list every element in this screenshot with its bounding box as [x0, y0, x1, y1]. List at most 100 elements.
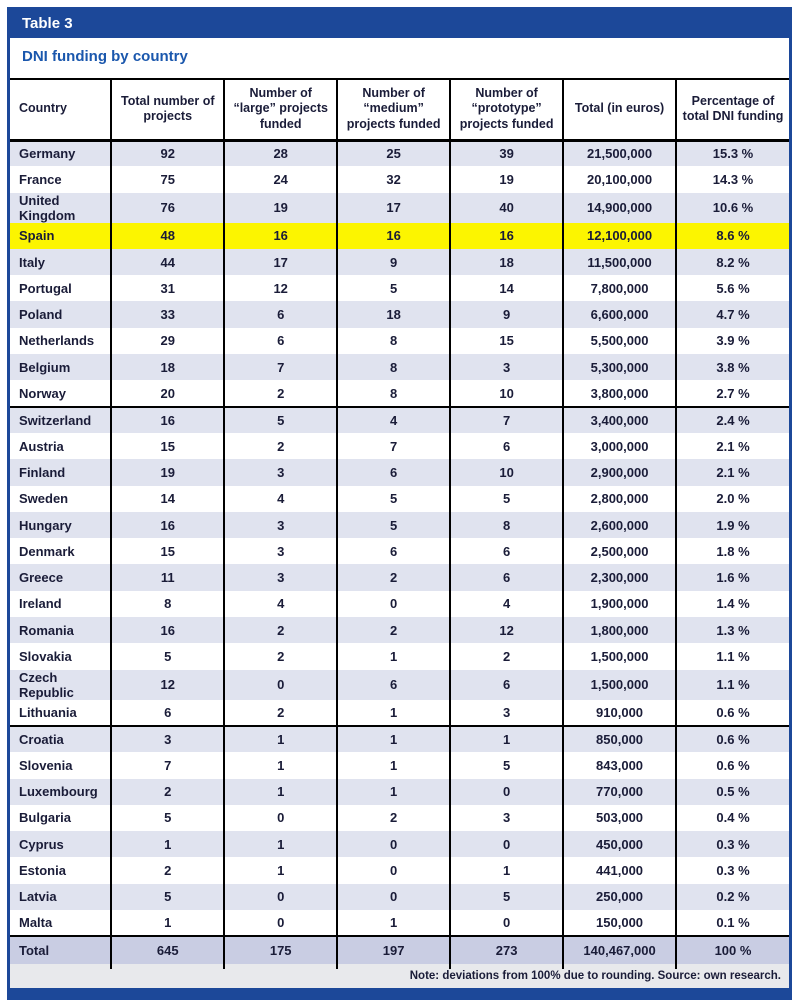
- value-cell: 1: [223, 724, 338, 753]
- value-cell: 2,600,000: [562, 511, 677, 539]
- value-cell: 1.9 %: [675, 511, 789, 539]
- table-row: Germany 92 28 25 39 21,500,000 15.3 %: [10, 140, 789, 167]
- total-row: Total 645 175 197 273 140,467,000 100 %: [10, 935, 789, 965]
- value-cell: 5: [449, 485, 564, 512]
- header-row: Country Total number of projects Number …: [10, 78, 789, 142]
- value-cell: 441,000: [562, 857, 677, 884]
- table-row: Slovakia 5 2 1 2 1,500,000 1.1 %: [10, 643, 789, 670]
- value-cell: 5,500,000: [562, 327, 677, 355]
- value-cell: 2: [336, 617, 451, 644]
- table-row: Austria 15 2 7 6 3,000,000 2.1 %: [10, 432, 789, 460]
- country-cell: Bulgaria: [10, 804, 112, 832]
- value-cell: 10: [449, 459, 564, 486]
- value-cell: 9: [449, 301, 564, 328]
- value-cell: 5: [336, 485, 451, 512]
- country-cell: Cyprus: [10, 831, 112, 858]
- value-cell: 2.7 %: [675, 380, 789, 407]
- value-cell: 15: [110, 538, 225, 565]
- value-cell: 14: [110, 485, 225, 512]
- funding-table: Country Total number of projects Number …: [10, 78, 789, 965]
- value-cell: 5: [223, 405, 338, 433]
- value-cell: 3: [223, 459, 338, 486]
- country-cell: Slovenia: [10, 752, 112, 779]
- column-line-stub: [223, 964, 226, 970]
- value-cell: 3: [110, 724, 225, 753]
- value-cell: 2: [110, 857, 225, 884]
- value-cell: 0: [223, 669, 338, 700]
- figure-title: DNI funding by country: [22, 48, 188, 65]
- country-cell: Luxembourg: [10, 778, 112, 805]
- country-cell: Latvia: [10, 883, 112, 911]
- value-cell: 3: [223, 564, 338, 591]
- country-cell: Poland: [10, 301, 112, 328]
- value-cell: 0: [223, 804, 338, 832]
- col-header-prototype-projects: Number of “prototype” projects funded: [449, 78, 564, 142]
- value-cell: 28: [223, 140, 338, 167]
- country-cell: Greece: [10, 564, 112, 591]
- value-cell: 2: [336, 564, 451, 591]
- value-cell: 16: [449, 222, 564, 249]
- table-label-bar: Table 3: [10, 10, 789, 38]
- value-cell: 1.8 %: [675, 538, 789, 565]
- value-cell: 3: [223, 511, 338, 539]
- value-cell: 6,600,000: [562, 301, 677, 328]
- table-row: Ireland 8 4 0 4 1,900,000 1.4 %: [10, 590, 789, 618]
- value-cell: 8.2 %: [675, 248, 789, 276]
- value-cell: 14,900,000: [562, 192, 677, 223]
- value-cell: 0: [336, 857, 451, 884]
- value-cell: 40: [449, 192, 564, 223]
- table-row: Latvia 5 0 0 5 250,000 0.2 %: [10, 883, 789, 911]
- value-cell: 7: [336, 432, 451, 460]
- value-cell: 14: [449, 275, 564, 302]
- column-line-stub: [110, 964, 113, 970]
- note-strip: Note: deviations from 100% due to roundi…: [10, 964, 789, 989]
- value-cell: 3,800,000: [562, 380, 677, 407]
- table-row: Italy 44 17 9 18 11,500,000 8.2 %: [10, 248, 789, 276]
- value-cell: 1,900,000: [562, 590, 677, 618]
- value-cell: 2: [110, 778, 225, 805]
- value-cell: 1,800,000: [562, 617, 677, 644]
- value-cell: 5: [336, 511, 451, 539]
- col-header-total-projects: Total number of projects: [110, 78, 225, 142]
- country-cell: Romania: [10, 617, 112, 644]
- country-cell: Ireland: [10, 590, 112, 618]
- value-cell: 6: [449, 538, 564, 565]
- value-cell: 18: [110, 354, 225, 381]
- column-line-stub: [675, 964, 678, 970]
- value-cell: 450,000: [562, 831, 677, 858]
- value-cell: 9: [336, 248, 451, 276]
- value-cell: 12,100,000: [562, 222, 677, 249]
- value-cell: 0: [336, 883, 451, 911]
- value-cell: 19: [449, 166, 564, 193]
- table-row: United Kingdom 76 19 17 40 14,900,000 10.6 %: [10, 192, 789, 223]
- value-cell: 1,500,000: [562, 669, 677, 700]
- value-cell: 0: [449, 778, 564, 805]
- value-cell: 2,900,000: [562, 459, 677, 486]
- value-cell: 17: [223, 248, 338, 276]
- value-cell: 1.4 %: [675, 590, 789, 618]
- country-cell: Spain: [10, 222, 112, 249]
- value-cell: 15: [449, 327, 564, 355]
- country-cell: Norway: [10, 380, 112, 407]
- value-cell: 2,500,000: [562, 538, 677, 565]
- value-cell: 7,800,000: [562, 275, 677, 302]
- country-cell: France: [10, 166, 112, 193]
- value-cell: 2: [223, 380, 338, 407]
- table-body: Germany 92 28 25 39 21,500,000 15.3 % France 75 2…: [10, 140, 789, 965]
- value-cell: 0.4 %: [675, 804, 789, 832]
- value-cell: 11,500,000: [562, 248, 677, 276]
- value-cell: 8: [336, 380, 451, 407]
- value-cell: 6: [336, 538, 451, 565]
- value-cell: 5,300,000: [562, 354, 677, 381]
- value-cell: 2.0 %: [675, 485, 789, 512]
- value-cell: 2: [223, 432, 338, 460]
- table-label: Table 3: [22, 15, 73, 32]
- value-cell: 31: [110, 275, 225, 302]
- value-cell: 2: [336, 804, 451, 832]
- value-cell: 1: [223, 752, 338, 779]
- value-cell: 1.6 %: [675, 564, 789, 591]
- column-line-stub: [449, 964, 452, 970]
- value-cell: 1: [336, 643, 451, 670]
- value-cell: 3.9 %: [675, 327, 789, 355]
- value-cell: 2,800,000: [562, 485, 677, 512]
